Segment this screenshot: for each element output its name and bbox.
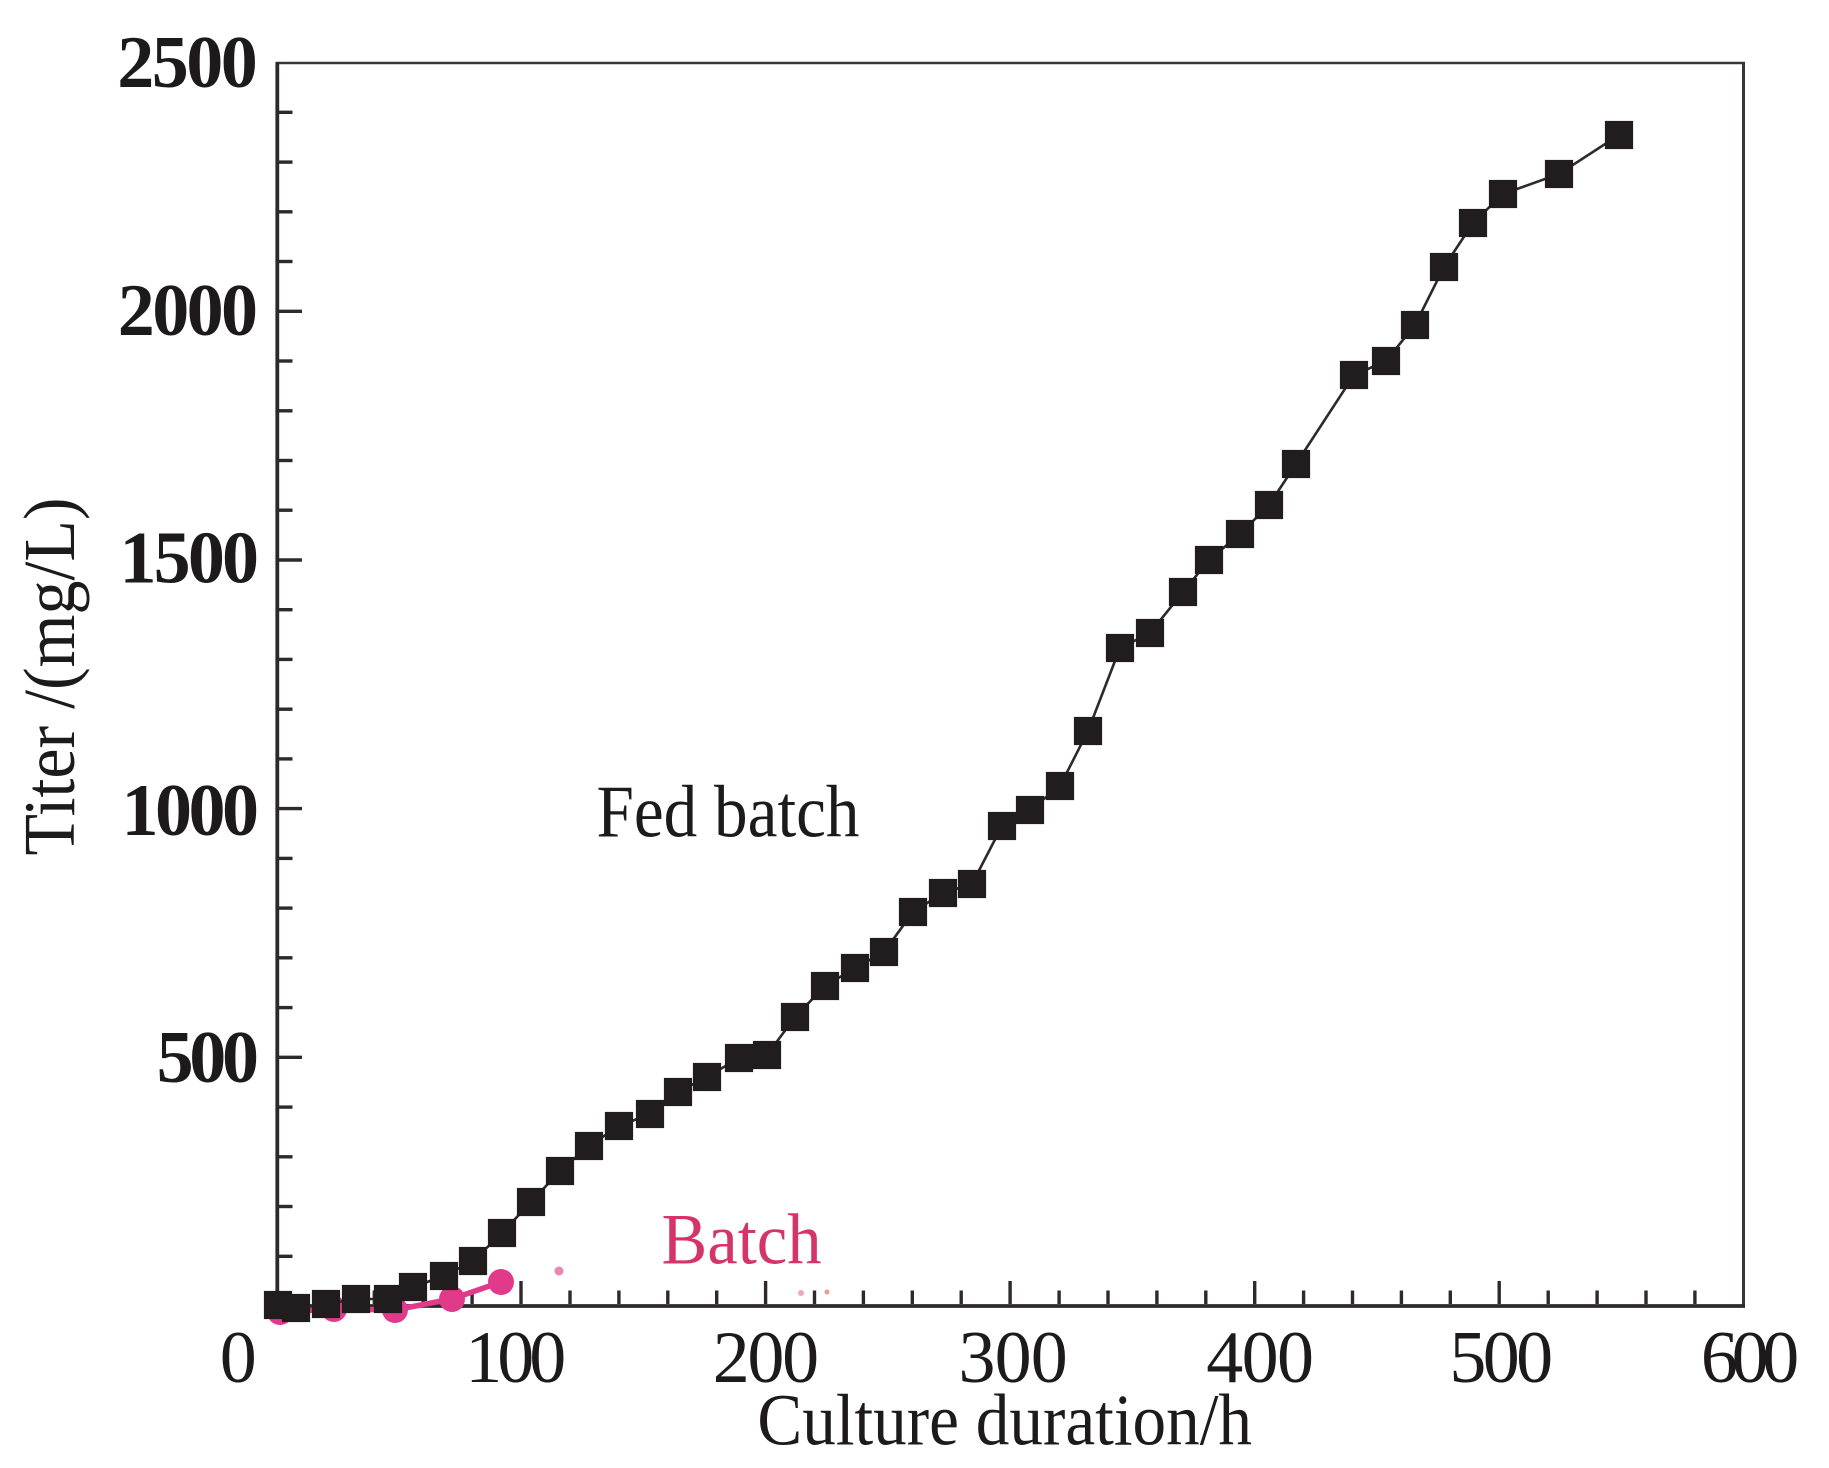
svg-text:0: 0 [220,1317,257,1399]
svg-text:1000: 1000 [122,770,260,852]
svg-text:Batch: Batch [662,1200,822,1280]
svg-text:600: 600 [1701,1317,1799,1399]
svg-text:2000: 2000 [118,270,258,352]
svg-text:Titer /(mg/L): Titer /(mg/L) [9,498,90,856]
svg-text:Culture duration/h: Culture duration/h [757,1380,1252,1461]
svg-text:500: 500 [1449,1317,1553,1399]
svg-text:500: 500 [157,1017,259,1099]
svg-text:Fed batch: Fed batch [597,772,860,854]
svg-text:300: 300 [959,1317,1068,1399]
svg-text:1500: 1500 [120,518,260,600]
svg-text:2500: 2500 [117,22,257,104]
svg-text:200: 200 [713,1317,819,1399]
svg-text:400: 400 [1206,1317,1314,1399]
svg-text:100: 100 [465,1317,566,1399]
